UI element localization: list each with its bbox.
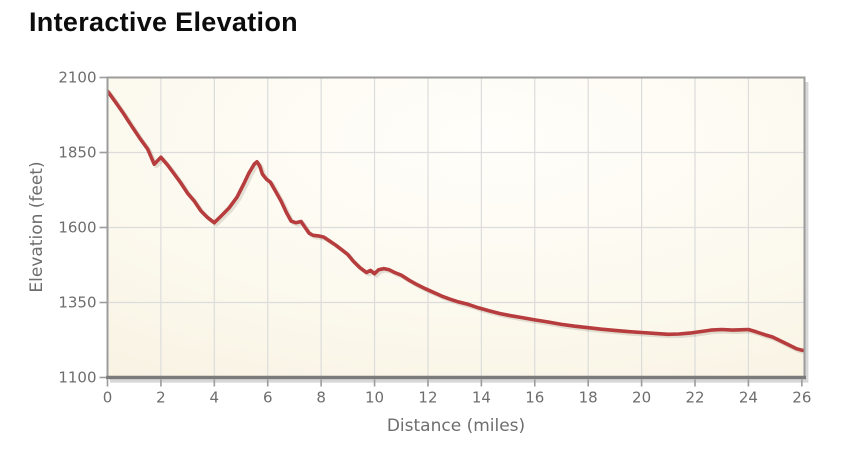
- frame-shadow: [110, 82, 809, 383]
- x-tick-label: 2: [156, 389, 166, 407]
- x-tick-label: 14: [472, 389, 491, 407]
- y-tick-label: 1100: [58, 369, 96, 387]
- x-tick-label: 8: [316, 389, 326, 407]
- x-tick-label: 24: [739, 389, 758, 407]
- x-tick-label: 18: [579, 389, 598, 407]
- x-tick-label: 16: [525, 389, 544, 407]
- x-tick-label: 22: [685, 389, 704, 407]
- y-tick-label: 1850: [58, 144, 96, 162]
- axis-ticks: [99, 76, 803, 387]
- series-layer: [107, 89, 805, 355]
- x-tick-label: 20: [632, 389, 651, 407]
- x-tick-label: 0: [103, 389, 113, 407]
- x-tick-labels: 0 2 4 6 8 10 12 14 16 18 20 22 24 26: [103, 389, 812, 407]
- x-tick-label: 4: [210, 389, 220, 407]
- x-tick-label: 6: [263, 389, 273, 407]
- x-tick-label: 26: [792, 389, 811, 407]
- y-tick-label: 1350: [58, 294, 96, 312]
- elevation-series-line[interactable]: [107, 89, 805, 353]
- chart-title: Interactive Elevation: [29, 7, 298, 37]
- y-tick-label: 2100: [58, 69, 96, 87]
- gridlines: [107, 77, 805, 378]
- x-tick-label: 12: [418, 389, 437, 407]
- x-axis-label: Distance (miles): [386, 416, 526, 436]
- x-tick-label: 10: [365, 389, 384, 407]
- y-tick-labels: 1100 1350 1600 1850 2100: [58, 69, 96, 387]
- y-tick-label: 1600: [58, 219, 96, 237]
